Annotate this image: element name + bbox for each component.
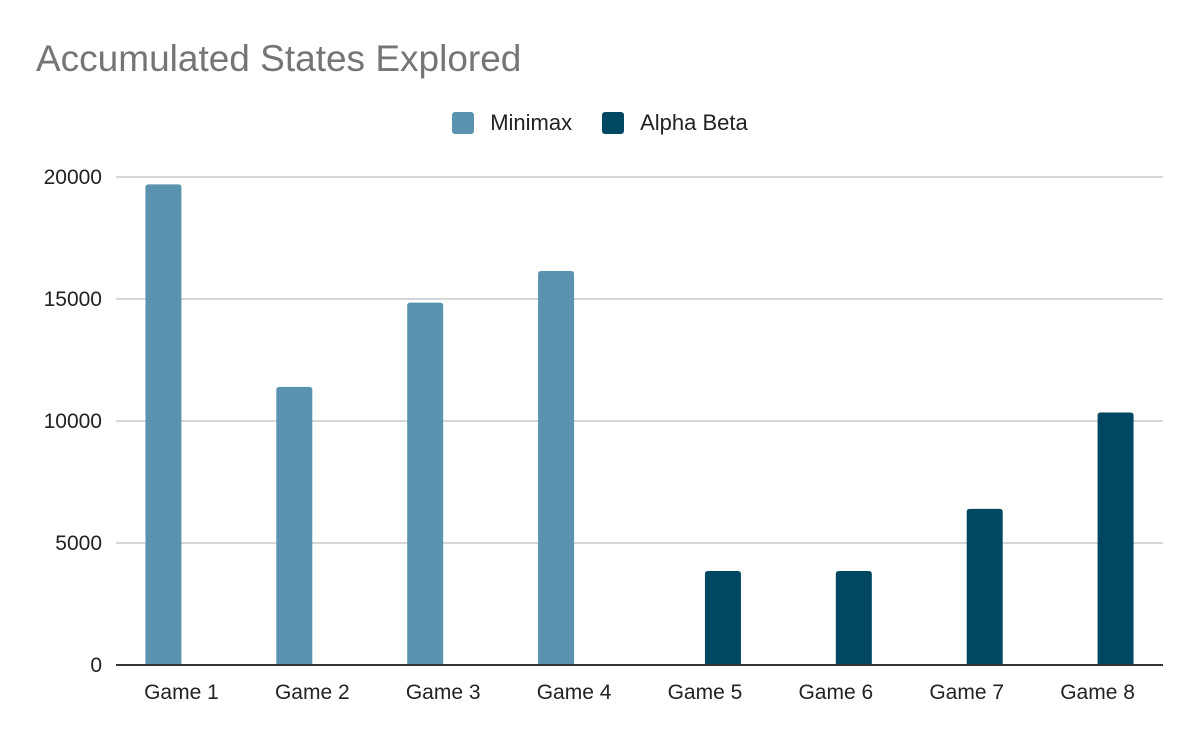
legend-label-alpha-beta: Alpha Beta bbox=[640, 110, 748, 135]
x-tick-label: Game 7 bbox=[929, 681, 1004, 704]
y-tick-label: 20000 bbox=[44, 166, 102, 189]
bar-minimax bbox=[538, 270, 575, 665]
bar-minimax bbox=[276, 386, 313, 665]
x-tick-label: Game 3 bbox=[406, 681, 481, 704]
legend: Minimax Alpha Beta bbox=[0, 110, 1200, 136]
y-tick-label: 10000 bbox=[44, 410, 102, 433]
legend-label-minimax: Minimax bbox=[490, 110, 573, 135]
legend-item-alpha-beta: Alpha Beta bbox=[602, 110, 748, 136]
bar-alpha-beta bbox=[835, 571, 872, 665]
y-tick-label: 5000 bbox=[55, 532, 102, 555]
legend-swatch-minimax bbox=[452, 112, 475, 134]
x-tick-label: Game 6 bbox=[798, 681, 873, 704]
x-tick-label: Game 1 bbox=[144, 681, 219, 704]
y-tick-label: 15000 bbox=[44, 288, 102, 311]
bar-alpha-beta bbox=[966, 508, 1003, 665]
y-tick-label: 0 bbox=[90, 654, 102, 677]
x-tick-label: Game 8 bbox=[1060, 681, 1135, 704]
bar-minimax bbox=[407, 302, 444, 665]
x-tick-label: Game 4 bbox=[537, 681, 612, 704]
legend-swatch-alpha-beta bbox=[602, 112, 625, 134]
bar-alpha-beta bbox=[1097, 412, 1134, 665]
bar-alpha-beta bbox=[704, 571, 741, 665]
chart-title: Accumulated States Explored bbox=[36, 38, 522, 79]
legend-item-minimax: Minimax bbox=[452, 110, 572, 136]
x-tick-label: Game 2 bbox=[275, 681, 350, 704]
x-tick-label: Game 5 bbox=[668, 681, 743, 704]
bar-minimax bbox=[145, 184, 182, 665]
